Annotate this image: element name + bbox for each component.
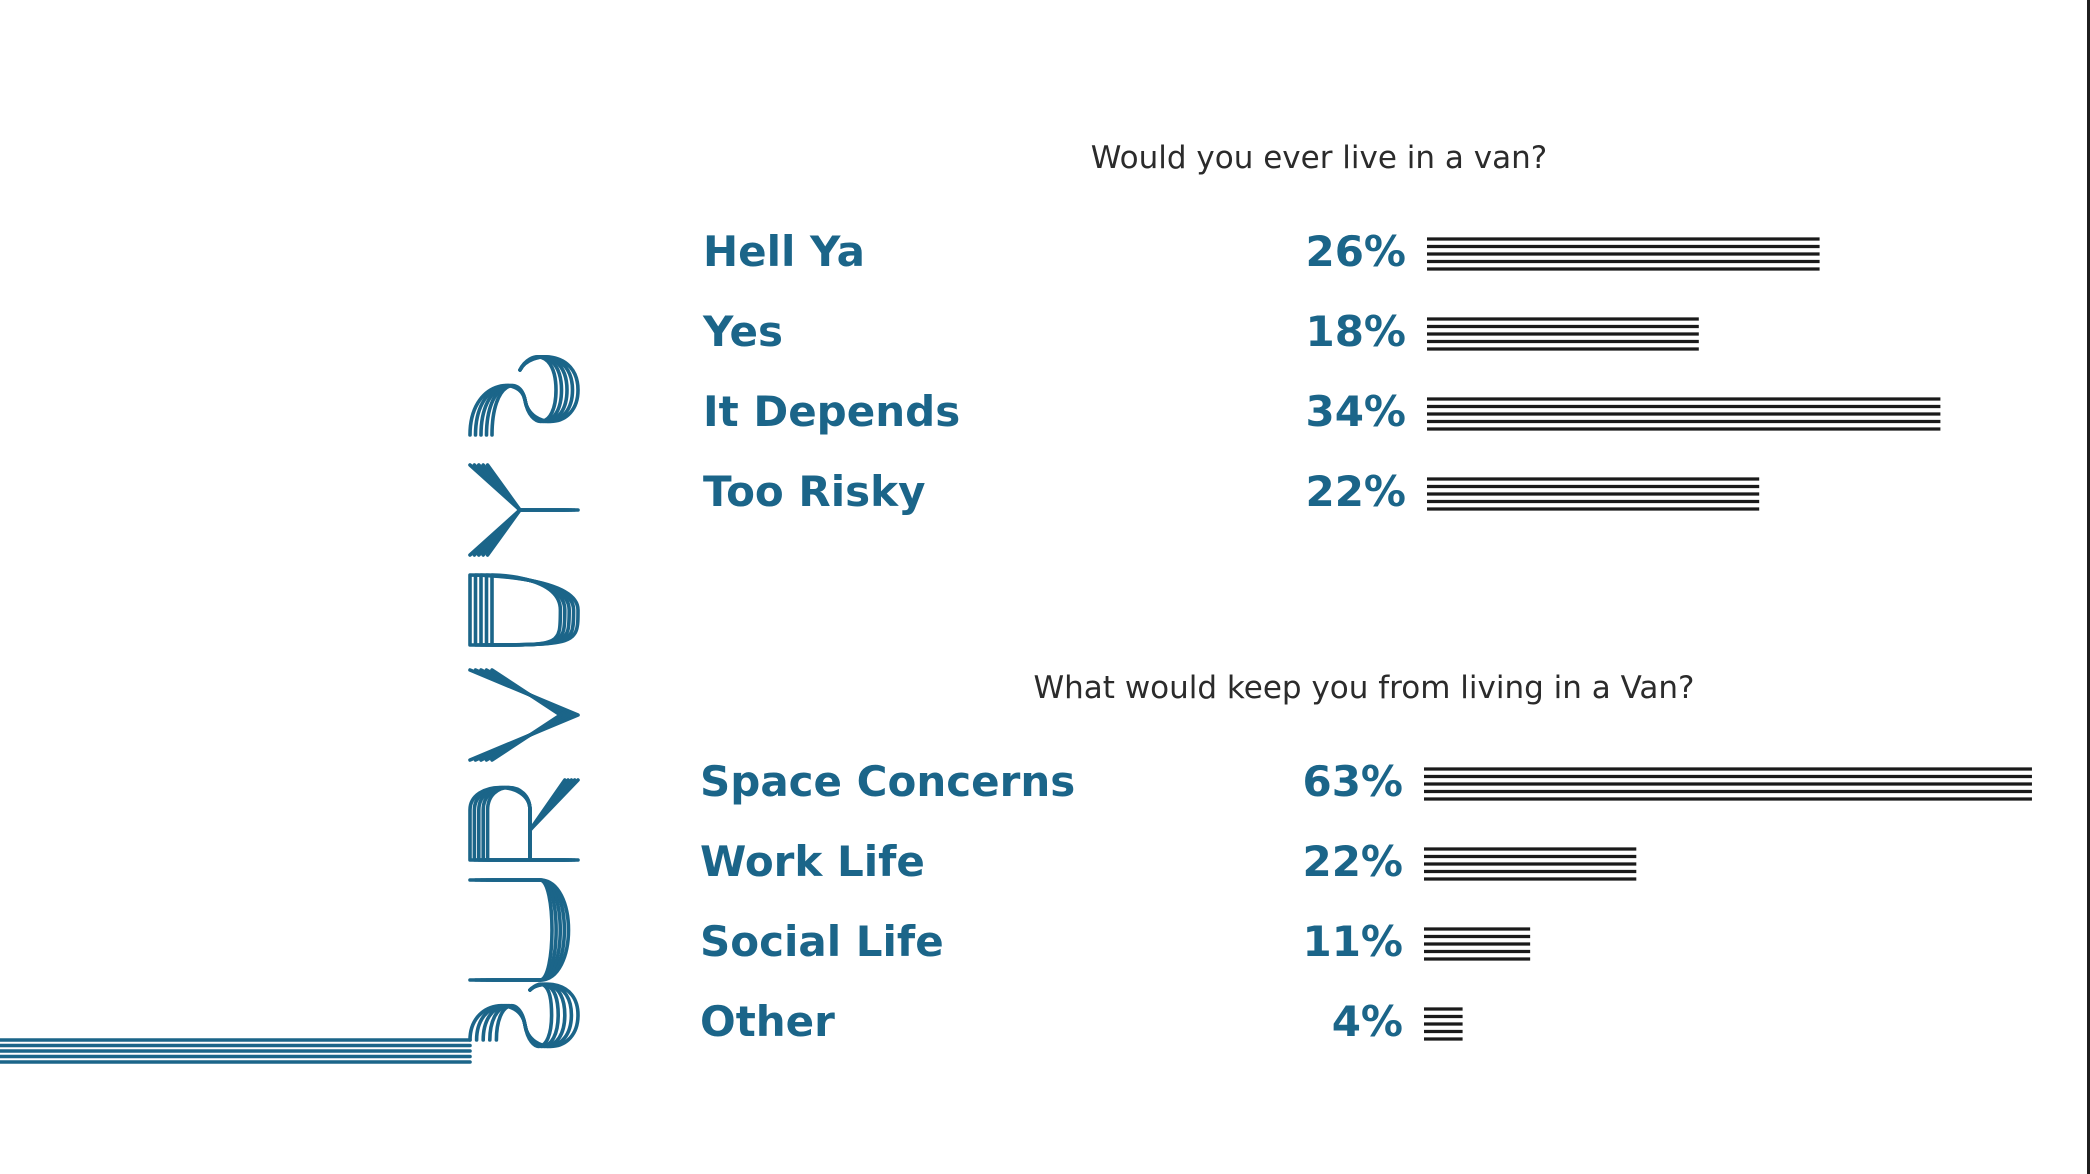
logo-letter-y bbox=[485, 463, 567, 557]
category-label: Too Risky bbox=[703, 467, 926, 516]
bar-row: Too Risky 22% bbox=[703, 464, 2090, 520]
bar bbox=[1424, 927, 1531, 961]
category-label: Social Life bbox=[700, 917, 944, 966]
value-label: 4% bbox=[1331, 997, 1403, 1046]
bar bbox=[1427, 237, 1820, 271]
logo-letter-u bbox=[484, 878, 558, 982]
logo-letter-v bbox=[479, 668, 571, 762]
logo-letter-r bbox=[485, 778, 567, 862]
right-edge-border bbox=[2087, 0, 2090, 1174]
logo-letter-v bbox=[490, 668, 563, 762]
bar bbox=[1427, 397, 1941, 431]
value-label: 18% bbox=[1305, 307, 1406, 356]
logo-letter-s-top bbox=[490, 355, 558, 437]
bar bbox=[1427, 477, 1760, 511]
logo-letter-e bbox=[490, 573, 563, 647]
bar-row: Space Concerns 63% bbox=[700, 754, 2090, 810]
value-label: 11% bbox=[1302, 917, 1403, 966]
bar-row: Social Life 11% bbox=[700, 914, 2090, 970]
bar bbox=[1424, 847, 1637, 881]
chart-title-q1: Would you ever live in a van? bbox=[1090, 140, 1548, 176]
bar bbox=[1427, 317, 1699, 351]
category-label: Space Concerns bbox=[700, 757, 1076, 806]
chart-title-q2: What would keep you from living in a Van… bbox=[1033, 670, 1695, 706]
bar-row: Hell Ya 26% bbox=[703, 224, 2090, 280]
logo-letter-s bbox=[494, 982, 554, 1049]
bar-row: It Depends 34% bbox=[703, 384, 2090, 440]
value-label: 22% bbox=[1302, 837, 1403, 886]
bar-row: Work Life 22% bbox=[700, 834, 2090, 890]
surveys-logo bbox=[0, 355, 580, 1064]
bar-row: Yes 18% bbox=[703, 304, 2090, 360]
bar bbox=[1424, 1007, 1463, 1041]
bar-row: Other 4% bbox=[700, 994, 2090, 1050]
category-label: Other bbox=[700, 997, 835, 1046]
category-label: Hell Ya bbox=[703, 227, 865, 276]
category-label: Yes bbox=[703, 307, 784, 356]
category-label: It Depends bbox=[703, 387, 961, 436]
category-label: Work Life bbox=[700, 837, 925, 886]
logo-letter-u bbox=[490, 878, 554, 982]
value-label: 63% bbox=[1302, 757, 1403, 806]
bar bbox=[1424, 767, 2032, 801]
value-label: 34% bbox=[1305, 387, 1406, 436]
value-label: 22% bbox=[1305, 467, 1406, 516]
value-label: 26% bbox=[1305, 227, 1406, 276]
